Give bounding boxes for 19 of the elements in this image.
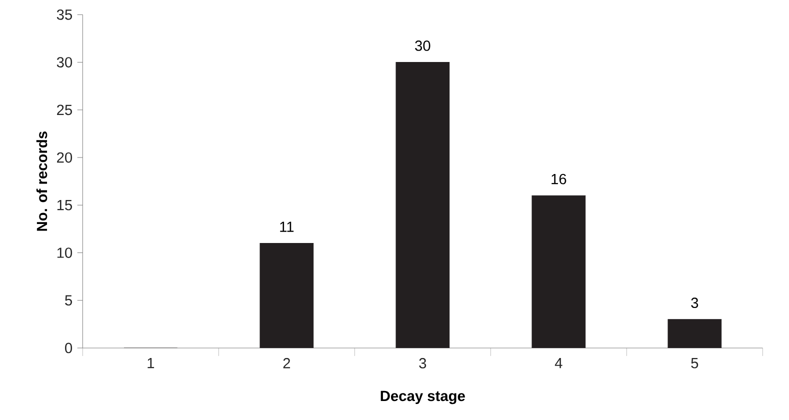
x-tick-label: 5	[691, 358, 698, 368]
x-axis-title: Decay stage	[380, 390, 465, 404]
data-label: 3	[691, 298, 698, 308]
y-tick-label: 10	[57, 248, 72, 258]
y-axis-title: No. of records	[36, 132, 48, 231]
y-tick-label: 0	[65, 342, 72, 354]
data-label: 16	[552, 174, 566, 184]
x-tick-label: 2	[283, 358, 290, 368]
data-label: 11	[280, 222, 294, 232]
x-tick-label: 1	[148, 358, 154, 368]
y-tick-label: 35	[56, 9, 72, 20]
data-label: 30	[415, 40, 430, 51]
y-tick-label: 20	[57, 152, 72, 163]
y-tick-label: 5	[65, 295, 72, 306]
x-tick-label: 4	[554, 358, 562, 368]
y-tick-label: 15	[57, 200, 72, 210]
y-tick-label: 30	[56, 57, 72, 68]
x-tick-label: 3	[419, 358, 426, 368]
y-tick-label: 25	[57, 104, 72, 116]
